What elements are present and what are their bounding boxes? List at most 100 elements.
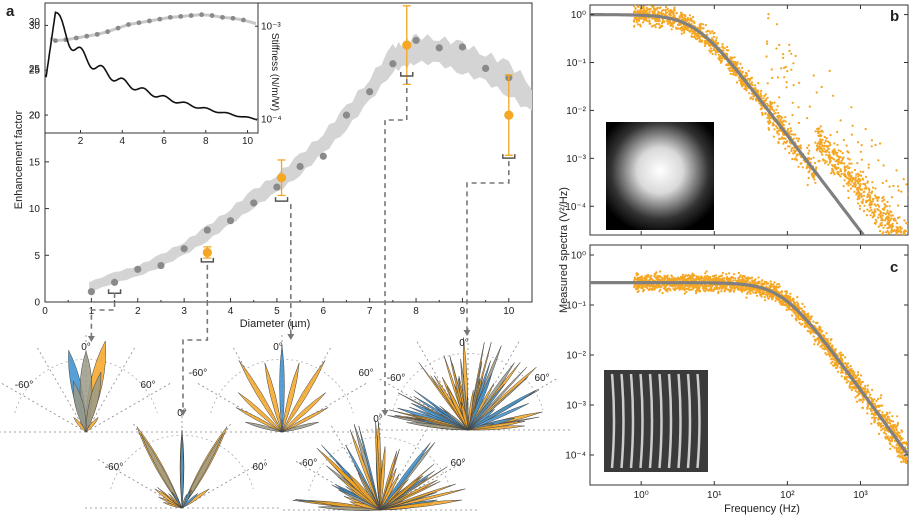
connector-arrowhead [381, 410, 389, 416]
emission-lobe [388, 409, 469, 431]
inset-x-tick-label: 2 [78, 136, 84, 147]
polar-pattern: 0°-60°60° [363, 325, 573, 431]
enhancement-dot [94, 31, 100, 37]
y-tick-label: 10⁻² [566, 106, 586, 117]
simulation-point [250, 199, 258, 207]
connector-line [90, 293, 116, 340]
enhancement-dot [167, 14, 173, 20]
connector-line [182, 264, 209, 414]
emission-lobe [467, 421, 526, 431]
polar-grid-line [85, 381, 173, 433]
polar-label-minus60: -60° [189, 368, 207, 379]
emission-lobe [460, 359, 469, 431]
emission-lobe [375, 420, 381, 511]
inset-right-axis-label: Stiffness (N/m/W) [269, 33, 280, 111]
emission-lobe [379, 463, 435, 511]
measured-point [504, 110, 514, 120]
y-tick-label: 25 [29, 64, 41, 75]
enhancement-dot [136, 20, 142, 26]
emission-lobe [446, 386, 469, 431]
enhancement-dot [157, 16, 163, 22]
selection-bracket [502, 154, 516, 159]
emission-lobe [467, 373, 493, 431]
polar-label-0: 0° [273, 342, 283, 353]
y-tick-label: 10⁻³ [566, 401, 586, 412]
panel-label-b: b [890, 8, 899, 25]
emission-lobe [337, 476, 381, 511]
emission-lobe [379, 442, 431, 511]
enhancement-dot [209, 13, 215, 18]
emission-lobe [279, 344, 285, 433]
simulation-point [366, 88, 374, 96]
y-tick-label: 10⁰ [571, 251, 586, 262]
enhancement-dot [240, 17, 246, 23]
dashed-connectors [87, 78, 510, 416]
panel-b-y-axis-label: Measured spectra (V²/Hz) [558, 187, 570, 313]
connector-line [384, 78, 408, 414]
polar-pattern: 0°-60°60° [0, 332, 186, 433]
emission-lobe [467, 384, 505, 431]
emission-lobe [158, 496, 183, 509]
enhancement-dot [178, 14, 184, 19]
polar-emission-patterns: 0°-60°60°0°-60°60°0°-60°60°0°-60°60°0°-6… [0, 325, 573, 511]
connector-line [466, 161, 510, 334]
panel-a-inset-plot: 2 4 6 8 10 20 25 30 10⁻³ 10⁻⁴ [29, 2, 282, 147]
y-tick-label: 10 [29, 204, 41, 215]
panel-label-c: c [890, 259, 898, 276]
emission-lobe [281, 392, 326, 433]
emission-lobe [467, 389, 474, 431]
x-tick-label: 2 [135, 306, 141, 317]
spectrum-plot-area [590, 270, 908, 465]
x-tick-label: 0 [42, 306, 48, 317]
emission-lobe [349, 429, 381, 511]
emission-lobe [140, 433, 183, 509]
simulation-point [157, 261, 165, 270]
emission-lobe [466, 396, 469, 431]
polar-label-minus60: -60° [105, 462, 123, 473]
simulation-point [319, 152, 327, 160]
interference-fringe [658, 373, 663, 469]
emission-lobe [281, 421, 319, 433]
y-tick-label: 10⁻² [566, 351, 586, 362]
particle-image-inset [606, 122, 714, 230]
enhancement-dot [126, 22, 131, 27]
emission-lobe [467, 376, 529, 431]
interference-fringe [696, 373, 701, 469]
simulation-point [435, 44, 443, 52]
polar-label-60: 60° [252, 462, 267, 473]
enhancement-dot [84, 33, 90, 39]
polar-pattern: 0°-60°60° [280, 410, 480, 511]
y-tick-label: 10⁻³ [566, 154, 586, 165]
interference-fringe [610, 373, 616, 469]
interference-fringe [648, 373, 654, 469]
emission-lobe [379, 481, 441, 511]
emission-lobe [347, 472, 381, 511]
emission-lobe [181, 433, 224, 509]
polar-pattern: 0°-60°60° [82, 408, 282, 509]
selection-bracket [274, 197, 289, 202]
simulation-point [134, 265, 142, 273]
lorentzian-fit-curve [590, 13, 866, 235]
inset-x-tick-label: 6 [161, 136, 167, 147]
interference-fringe [667, 373, 673, 469]
simulation-point [412, 36, 420, 44]
y-tick-label: 15 [29, 157, 41, 168]
enhancement-dot [230, 15, 236, 21]
panel-label-a: a [6, 3, 15, 20]
polar-label-60: 60° [450, 458, 465, 469]
selection-bracket [400, 71, 414, 77]
polar-grid-line [85, 345, 137, 433]
y-tick-label: 10⁻¹ [566, 58, 586, 69]
polar-label-minus60: -60° [299, 458, 317, 469]
simulation-point [342, 111, 351, 119]
emission-lobe [281, 407, 329, 433]
emission-lobe [379, 499, 462, 511]
panel-c-x-axis-label: Frequency (Hz) [724, 503, 800, 515]
fringe-image-inset [604, 370, 708, 472]
lorentzian-fit-curve [590, 281, 908, 456]
interference-fringe [620, 373, 625, 469]
measured-point [402, 40, 412, 50]
inset-x-tick-label: 8 [203, 136, 209, 147]
x-tick-label: 10² [780, 490, 795, 501]
